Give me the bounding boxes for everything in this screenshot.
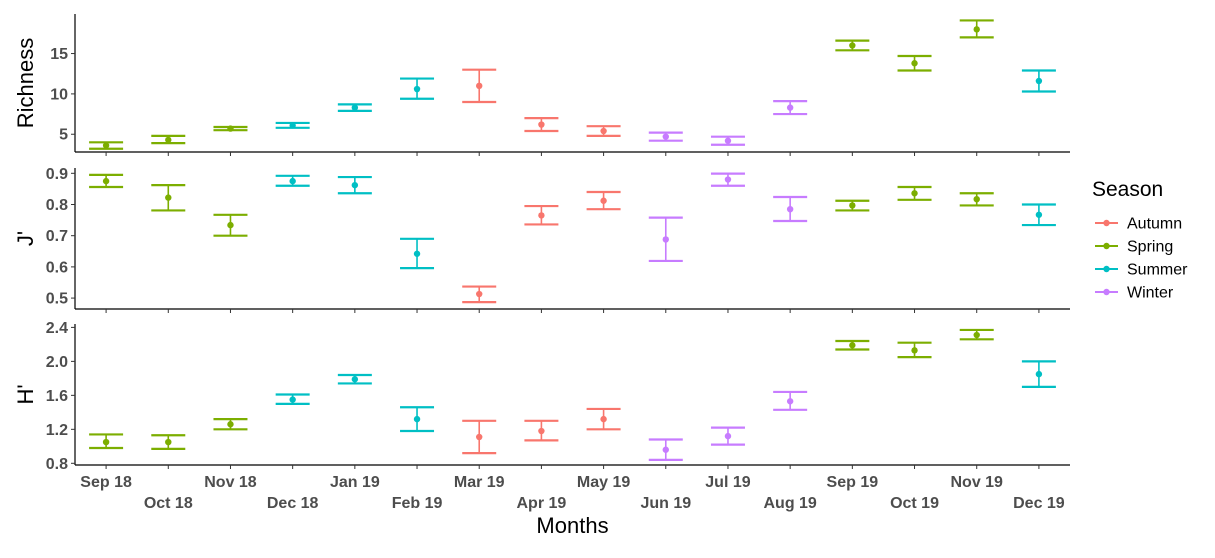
evenness-mean-point	[227, 221, 234, 229]
richness-y-tick-label: 15	[50, 46, 68, 63]
evenness-mean-point	[289, 177, 296, 185]
x-tick-label: Sep 19	[827, 474, 879, 491]
richness-mean-point	[165, 136, 172, 144]
richness-mean-point	[724, 137, 732, 144]
evenness-y-tick-label: 0.8	[46, 197, 68, 214]
legend-title: Season	[1092, 178, 1163, 201]
diversity-mean-point	[351, 376, 359, 383]
evenness-y-tick-label: 0.5	[46, 291, 68, 308]
evenness-y-tick-label: 0.9	[46, 166, 68, 183]
richness-mean-point	[600, 127, 607, 135]
richness-mean-point	[351, 104, 359, 111]
evenness-y-tick-label: 0.6	[46, 259, 68, 276]
richness-mean-point	[538, 121, 545, 128]
diversity-mean-point	[911, 347, 918, 354]
evenness-y-tick-label: 0.7	[46, 228, 68, 245]
x-tick-label: Dec 18	[267, 495, 319, 512]
richness-mean-point	[973, 26, 980, 33]
richness-mean-point	[849, 42, 856, 49]
diversity-y-tick-label: 1.2	[46, 422, 68, 439]
x-tick-label: Sep 18	[80, 474, 132, 491]
evenness-y-axis-title: J'	[13, 231, 38, 246]
diversity-mean-point	[476, 433, 483, 441]
legend-label: Summer	[1127, 262, 1188, 279]
richness-y-axis-title: Richness	[13, 38, 38, 128]
x-tick-label: Oct 18	[144, 495, 193, 512]
evenness-mean-point	[724, 176, 732, 183]
richness-mean-point	[476, 82, 483, 90]
legend-key-point	[1103, 219, 1110, 227]
richness-mean-point	[662, 133, 669, 140]
diversity-mean-point	[165, 438, 172, 446]
evenness-mean-point	[973, 195, 980, 203]
x-tick-label: Mar 19	[454, 474, 505, 491]
diversity-mean-point	[538, 427, 545, 435]
richness-mean-point	[1035, 77, 1043, 85]
evenness-mean-point	[413, 250, 421, 257]
x-axis-title: Months	[536, 513, 608, 538]
evenness-mean-point	[600, 197, 607, 204]
x-tick-label: Jun 19	[640, 495, 691, 512]
diversity-mean-point	[289, 396, 296, 403]
legend-label: Spring	[1127, 239, 1173, 256]
richness-y-tick-label: 5	[59, 127, 68, 144]
richness-mean-point	[413, 85, 421, 93]
diversity-mean-point	[973, 331, 980, 339]
legend-label: Winter	[1127, 285, 1174, 302]
diversity-y-tick-label: 2.4	[46, 320, 68, 337]
x-tick-label: Apr 19	[517, 495, 567, 512]
evenness-mean-point	[786, 205, 794, 213]
diversity-mean-point	[227, 421, 234, 428]
diversity-y-tick-label: 1.6	[46, 388, 68, 405]
evenness-mean-point	[1035, 211, 1043, 218]
diversity-y-axis-title: H'	[13, 384, 38, 404]
richness-mean-point	[786, 104, 794, 111]
x-tick-label: Feb 19	[392, 495, 443, 512]
legend-key-point	[1103, 288, 1110, 296]
evenness-mean-point	[165, 194, 172, 201]
richness-mean-point	[289, 122, 296, 129]
x-tick-label: Oct 19	[890, 495, 939, 512]
richness-mean-point	[227, 125, 234, 132]
evenness-mean-point	[538, 212, 545, 219]
evenness-mean-point	[662, 236, 669, 243]
diversity-mean-point	[600, 415, 607, 423]
x-tick-label: Jul 19	[705, 474, 750, 491]
diversity-mean-point	[662, 446, 669, 453]
diversity-mean-point	[724, 432, 732, 440]
evenness-mean-point	[476, 290, 483, 298]
x-tick-label: May 19	[577, 474, 630, 491]
legend-label: Autumn	[1127, 216, 1182, 233]
richness-y-tick-label: 10	[50, 86, 68, 103]
x-tick-label: Nov 19	[950, 474, 1003, 491]
legend-key-point	[1103, 242, 1110, 250]
diversity-mean-point	[1035, 370, 1043, 378]
x-tick-label: Aug 19	[763, 495, 816, 512]
richness-mean-point	[911, 60, 918, 67]
x-tick-label: Dec 19	[1013, 495, 1065, 512]
diversity-y-tick-label: 2.0	[46, 354, 68, 371]
x-tick-label: Jan 19	[330, 474, 380, 491]
evenness-mean-point	[911, 190, 918, 197]
diversity-mean-point	[786, 398, 794, 405]
richness-mean-point	[102, 142, 110, 149]
evenness-mean-point	[849, 202, 856, 209]
evenness-mean-point	[102, 177, 110, 185]
x-tick-label: Nov 18	[204, 474, 257, 491]
diversity-mean-point	[102, 438, 110, 446]
diversity-mean-point	[413, 415, 421, 423]
evenness-mean-point	[351, 181, 359, 189]
legend-key-point	[1103, 265, 1110, 273]
diversity-y-tick-label: 0.8	[46, 456, 68, 473]
diversity-mean-point	[849, 342, 856, 349]
